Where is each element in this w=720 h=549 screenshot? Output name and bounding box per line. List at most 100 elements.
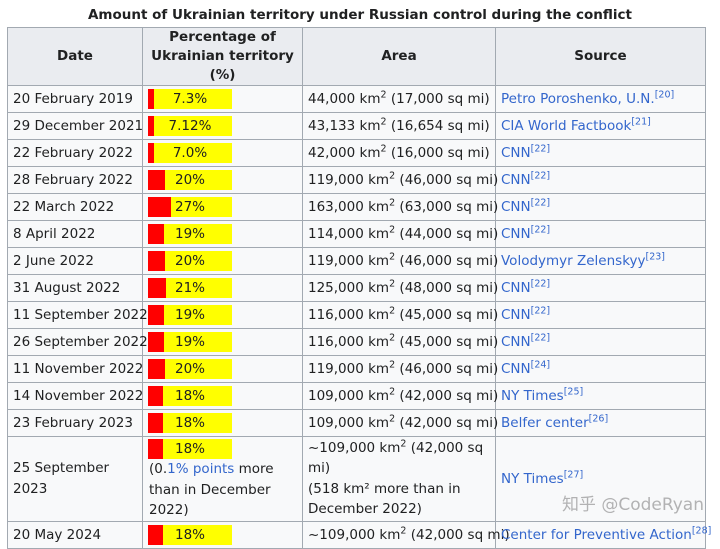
cell-area: 119,000 km2 (46,000 sq mi) [302, 166, 498, 194]
reference-link[interactable]: [20] [654, 89, 675, 101]
source-link[interactable]: Center for Preventive Action [501, 526, 692, 543]
source-link[interactable]: CNN [501, 226, 531, 242]
area-superscript: 2 [400, 438, 407, 450]
cell-percentage: 7.0% [142, 139, 303, 167]
percentage-value: 18% [174, 388, 205, 404]
source-link[interactable]: CNN [501, 280, 531, 296]
reference-link[interactable]: [24] [530, 359, 551, 371]
table-row: 29 December 2021 7.12% 43,133 km2 (16,65… [7, 112, 706, 140]
source-link[interactable]: CNN [501, 145, 531, 161]
source-link[interactable]: Petro Poroshenko, U.N. [501, 91, 655, 107]
percentage-bar: 7.3% [148, 89, 232, 109]
cell-date: 8 April 2022 [7, 220, 143, 248]
cell-percentage: 7.12% [142, 112, 303, 140]
cell-percentage: 7.3% [142, 85, 303, 113]
reference-link[interactable]: [22] [530, 332, 551, 344]
table-row: 14 November 2022 18% 109,000 km2 (42,000… [7, 382, 706, 410]
area-note: (518 km² more than in December 2022) [308, 480, 461, 518]
percentage-note: (0.1% points more than in December 2022) [148, 459, 297, 521]
percentage-bar: 21% [148, 278, 232, 298]
reference-link[interactable]: [21] [631, 116, 651, 128]
cell-date: 25 September 2023 [7, 436, 143, 522]
table-row: 26 September 2022 19% 116,000 km2 (45,00… [7, 328, 706, 356]
cell-date: 11 November 2022 [7, 355, 143, 383]
percentage-value: 7.0% [172, 145, 208, 161]
reference-link[interactable]: [28] [691, 525, 712, 536]
source-link[interactable]: NY Times [501, 470, 564, 487]
area-mi: (16,000 sq mi) [386, 145, 490, 161]
percentage-value: 19% [174, 334, 205, 350]
reference-link[interactable]: [26] [588, 413, 609, 425]
header-source[interactable]: Source [495, 27, 706, 86]
cell-source: CNN[22] [495, 193, 706, 221]
percentage-bar: 7.0% [148, 143, 232, 163]
reference-link[interactable]: [22] [530, 224, 551, 236]
cell-source: CNN[22] [495, 328, 706, 356]
source-link[interactable]: CIA World Factbook [501, 118, 632, 134]
area-superscript: 2 [389, 332, 396, 344]
table-row: 23 February 2023 18% 109,000 km2 (42,000… [7, 409, 706, 437]
area-km: 163,000 km [308, 199, 390, 215]
cell-percentage: 18% [142, 520, 303, 549]
source-link[interactable]: Belfer center [501, 415, 589, 431]
cell-area: ~109,000 km2 (42,000 sq mi) [302, 520, 510, 549]
table-row: 25 September 2023 18% (0.1% points more … [7, 436, 706, 522]
cell-area: 109,000 km2 (42,000 sq mi) [302, 409, 498, 437]
area-superscript: 2 [389, 251, 396, 263]
reference-link[interactable]: [22] [530, 170, 551, 182]
percentage-bar: 18% [148, 413, 232, 433]
percentage-bar: 19% [148, 332, 232, 352]
header-percentage[interactable]: Percentage of Ukrainian territory (%) [142, 27, 303, 86]
percentage-value: 20% [174, 361, 205, 377]
table-row: 31 August 2022 21% 125,000 km2 (48,000 s… [7, 274, 706, 302]
cell-area: 44,000 km2 (17,000 sq mi) [302, 85, 496, 113]
percentage-value: 18% [174, 415, 205, 431]
source-link[interactable]: CNN [501, 307, 531, 323]
source-link[interactable]: NY Times [501, 388, 564, 404]
area-km: 109,000 km [308, 388, 390, 404]
percentage-bar-fill [148, 89, 154, 109]
reference-link[interactable]: [22] [530, 197, 551, 209]
percentage-bar: 20% [148, 359, 232, 379]
reference-link[interactable]: [25] [563, 386, 584, 398]
cell-date: 29 December 2021 [7, 112, 143, 140]
source-link[interactable]: Volodymyr Zelenskyy [501, 253, 646, 269]
source-link[interactable]: CNN [501, 199, 531, 215]
percentage-bar-fill [148, 332, 164, 352]
percentage-bar: 19% [148, 305, 232, 325]
source-link[interactable]: CNN [501, 334, 531, 350]
header-date[interactable]: Date [7, 27, 143, 86]
percentage-value: 19% [174, 307, 205, 323]
cell-source: CNN[22] [495, 139, 706, 167]
source-link[interactable]: CNN [501, 172, 531, 188]
cell-date: 28 February 2022 [7, 166, 143, 194]
cell-date: 22 February 2022 [7, 139, 143, 167]
area-km: 43,133 km [308, 118, 381, 134]
percentage-bar-fill [148, 170, 165, 190]
area-km: 119,000 km [308, 253, 390, 269]
cell-percentage: 19% [142, 301, 303, 329]
cell-source: CNN[22] [495, 274, 706, 302]
reference-link[interactable]: [23] [645, 251, 666, 263]
cell-area: 42,000 km2 (16,000 sq mi) [302, 139, 496, 167]
reference-link[interactable]: [22] [530, 305, 551, 317]
cell-source: Petro Poroshenko, U.N.[20] [495, 85, 706, 113]
percentage-points-link[interactable]: 1% points [167, 461, 235, 477]
reference-link[interactable]: [22] [530, 143, 551, 155]
table-row: 2 June 2022 20% 119,000 km2 (46,000 sq m… [7, 247, 706, 275]
source-link[interactable]: CNN [501, 361, 531, 377]
area-mi: (63,000 sq mi) [395, 199, 499, 215]
area-superscript: 2 [389, 305, 396, 317]
percentage-bar-fill [148, 251, 165, 271]
area-km: ~109,000 km [308, 526, 401, 543]
area-km: 125,000 km [308, 280, 390, 296]
cell-source: Center for Preventive Action[28] [495, 520, 711, 549]
area-mi: (46,000 sq mi) [395, 361, 499, 377]
reference-link[interactable]: [27] [563, 469, 584, 480]
area-km: ~109,000 km [308, 439, 401, 456]
area-mi: (42,000 sq mi) [395, 388, 499, 404]
cell-percentage: 19% [142, 220, 303, 248]
cell-area: 119,000 km2 (46,000 sq mi) [302, 355, 499, 383]
header-area[interactable]: Area [302, 27, 496, 86]
reference-link[interactable]: [22] [530, 278, 551, 290]
